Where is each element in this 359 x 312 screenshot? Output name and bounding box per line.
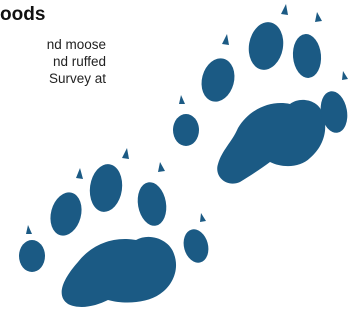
page: oods nd moosend ruffedSurvey at xyxy=(0,0,359,312)
paw-print-upper xyxy=(173,4,350,184)
paw-prints xyxy=(0,0,359,312)
paw-print-lower xyxy=(19,148,212,307)
